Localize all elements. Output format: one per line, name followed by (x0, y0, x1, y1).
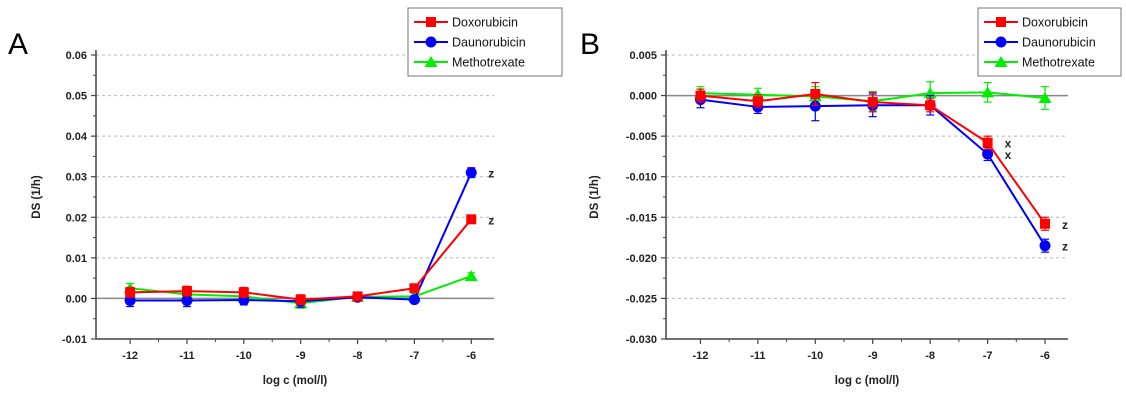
x-tick-label: -10 (807, 350, 823, 362)
legend-marker (426, 17, 436, 27)
legend: Doxorubicin Daunorubicin Methotrexate (407, 7, 563, 77)
x-tick-label: -6 (466, 350, 476, 362)
x-axis-title: log c (mol/l) (263, 375, 328, 387)
significance-label: z (488, 213, 494, 227)
data-point (809, 100, 821, 112)
significance-label: z (1062, 218, 1068, 232)
x-tick-label: -8 (353, 350, 363, 362)
x-tick-label: -8 (925, 350, 935, 362)
significance-label: z (488, 167, 494, 181)
y-tick-label: -0.005 (626, 131, 657, 143)
y-tick-label: 0.04 (66, 131, 88, 143)
y-tick-label: 0.03 (66, 172, 87, 184)
data-point (408, 294, 420, 306)
x-tick-label: -12 (693, 350, 709, 362)
series-daunorubicin (694, 90, 1051, 253)
data-point (982, 137, 993, 148)
y-tick-label: 0.00 (66, 293, 87, 305)
legend: Doxorubicin Daunorubicin Methotrexate (977, 7, 1122, 77)
significance-label: x (1005, 137, 1012, 151)
legend-label: Daunorubicin (452, 36, 526, 50)
data-point (238, 287, 249, 298)
legend-label: Methotrexate (1022, 56, 1095, 70)
series-doxorubicin (125, 214, 477, 306)
significance-label: z (1062, 240, 1068, 254)
data-point (1040, 218, 1051, 229)
y-tick-label: -0.01 (62, 334, 87, 346)
legend-marker (995, 36, 1007, 48)
legend-label: Methotrexate (452, 56, 525, 70)
data-point (1039, 240, 1051, 252)
y-tick-label: 0.05 (66, 91, 87, 103)
legend-marker (425, 36, 437, 48)
x-tick-label: -7 (410, 350, 420, 362)
legend-label: Doxorubicin (452, 16, 518, 30)
data-point (1038, 92, 1052, 104)
x-tick-label: -9 (868, 350, 878, 362)
data-point (981, 86, 995, 98)
series-line (700, 98, 1046, 247)
y-tick-label: 0.01 (66, 253, 87, 265)
x-tick-label: -6 (1040, 350, 1050, 362)
x-tick-label: -12 (122, 350, 138, 362)
x-axis-title: log c (mol/l) (835, 375, 900, 387)
data-point (925, 100, 936, 111)
data-point (409, 283, 420, 294)
y-tick-label: 0.000 (629, 91, 657, 103)
x-tick-label: -11 (750, 350, 765, 362)
panel-letter: B (580, 28, 600, 61)
x-tick-label: -7 (983, 350, 993, 362)
legend-marker (424, 56, 438, 67)
y-tick-label: -0.030 (626, 334, 657, 346)
x-tick-label: -9 (296, 350, 306, 362)
legend-marker (996, 17, 1006, 27)
significance-label: x (1005, 148, 1012, 162)
chart-panel-a: A -0.01 0.00 0.01 0.02 0.03 0.04 0.05 0.06 -12 -11… (8, 7, 563, 387)
panel-letter: A (8, 28, 28, 61)
y-tick-label: 0.005 (629, 50, 657, 62)
legend-label: Daunorubicin (1022, 36, 1096, 50)
data-point (181, 286, 192, 297)
data-point (810, 88, 821, 99)
y-tick-label: -0.020 (626, 253, 657, 265)
data-point (982, 148, 994, 160)
data-point (695, 90, 706, 101)
data-point (125, 287, 136, 298)
data-point (466, 214, 477, 225)
y-tick-label: -0.015 (626, 212, 657, 224)
y-tick-label: 0.02 (66, 212, 87, 224)
series-daunorubicin (124, 167, 477, 308)
y-axis-title: DS (1/h) (589, 175, 601, 219)
chart-panel-b: B -0.030 -0.025 -0.020 -0.015 -0.010 -0.005 0.0… (580, 7, 1122, 387)
data-point (464, 270, 478, 282)
data-point (295, 294, 306, 305)
data-point (752, 96, 763, 107)
data-point (465, 167, 477, 179)
legend-marker (994, 56, 1008, 67)
x-tick-label: -11 (179, 350, 194, 362)
data-point (352, 291, 363, 302)
data-point (181, 294, 193, 306)
legend-label: Doxorubicin (1022, 16, 1088, 30)
x-tick-label: -10 (236, 350, 252, 362)
data-point (867, 97, 878, 108)
y-tick-label: -0.025 (626, 293, 657, 305)
y-axis-title: DS (1/h) (31, 175, 43, 219)
series-doxorubicin (695, 81, 1051, 231)
y-tick-label: -0.010 (626, 172, 657, 184)
y-tick-label: 0.06 (66, 50, 87, 62)
